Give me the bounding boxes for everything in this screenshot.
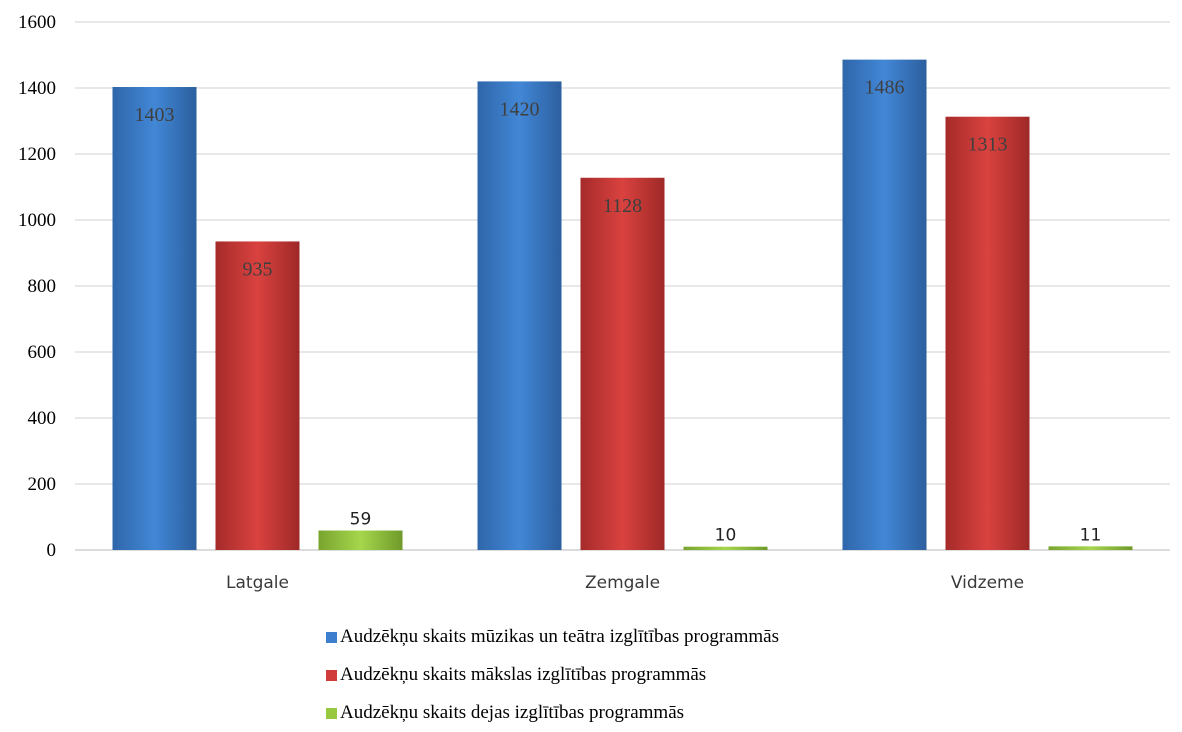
data-label-dance-latgale: 59 <box>350 510 372 530</box>
legend-item-dance: Audzēkņu skaits dejas izglītības program… <box>326 694 1026 732</box>
data-label-art-zemgale: 1128 <box>603 195 642 217</box>
x-tick-label: Latgale <box>226 573 289 593</box>
y-tick-label: 1000 <box>18 210 56 231</box>
y-axis: 0 200 400 600 800 1000 1200 1400 1600 <box>18 12 56 561</box>
data-label-art-latgale: 935 <box>243 258 273 280</box>
data-labels: 1403 935 59 1420 1128 10 1486 1313 11 <box>135 77 1102 546</box>
data-label-music-theatre-latgale: 1403 <box>135 104 175 126</box>
legend-label-art: Audzēkņu skaits mākslas izglītības progr… <box>340 664 707 685</box>
bars <box>112 59 1133 551</box>
y-tick-label: 200 <box>28 474 57 495</box>
data-label-dance-vidzeme: 11 <box>1080 525 1102 545</box>
x-tick-label: Zemgale <box>585 573 660 593</box>
legend-swatch-music-theatre <box>326 631 337 643</box>
legend-label-dance: Audzēkņu skaits dejas izglītības program… <box>340 702 685 723</box>
bar-art-vidzeme <box>945 116 1030 551</box>
y-tick-label: 1200 <box>18 144 56 165</box>
legend-item-music-theatre: Audzēkņu skaits mūzikas un teātra izglīt… <box>326 618 1026 656</box>
y-tick-label: 600 <box>28 342 57 363</box>
y-tick-label: 400 <box>28 408 57 429</box>
legend-label-music-theatre: Audzēkņu skaits mūzikas un teātra izglīt… <box>340 626 779 647</box>
legend-swatch-dance <box>326 707 337 719</box>
bar-dance-latgale <box>318 530 403 550</box>
data-label-art-vidzeme: 1313 <box>968 134 1008 156</box>
x-axis: Latgale Zemgale Vidzeme <box>226 573 1024 593</box>
bar-art-latgale <box>215 241 300 550</box>
bar-music-theatre-vidzeme <box>842 59 927 551</box>
bar-music-theatre-latgale <box>112 87 197 550</box>
bar-music-theatre-zemgale <box>477 81 562 551</box>
data-label-music-theatre-zemgale: 1420 <box>500 98 540 120</box>
y-tick-label: 1400 <box>18 78 56 99</box>
bar-dance-zemgale <box>683 546 768 550</box>
y-tick-label: 0 <box>47 540 57 561</box>
data-label-music-theatre-vidzeme: 1486 <box>865 77 905 99</box>
y-tick-label: 1600 <box>18 12 56 33</box>
bar-art-zemgale <box>580 177 665 550</box>
legend: Audzēkņu skaits mūzikas un teātra izglīt… <box>326 618 1026 732</box>
y-tick-label: 800 <box>28 276 57 297</box>
legend-item-art: Audzēkņu skaits mākslas izglītības progr… <box>326 656 1026 694</box>
data-label-dance-zemgale: 10 <box>715 526 737 546</box>
legend-swatch-art <box>326 669 337 681</box>
bar-dance-vidzeme <box>1048 546 1133 550</box>
x-tick-label: Vidzeme <box>951 573 1024 593</box>
